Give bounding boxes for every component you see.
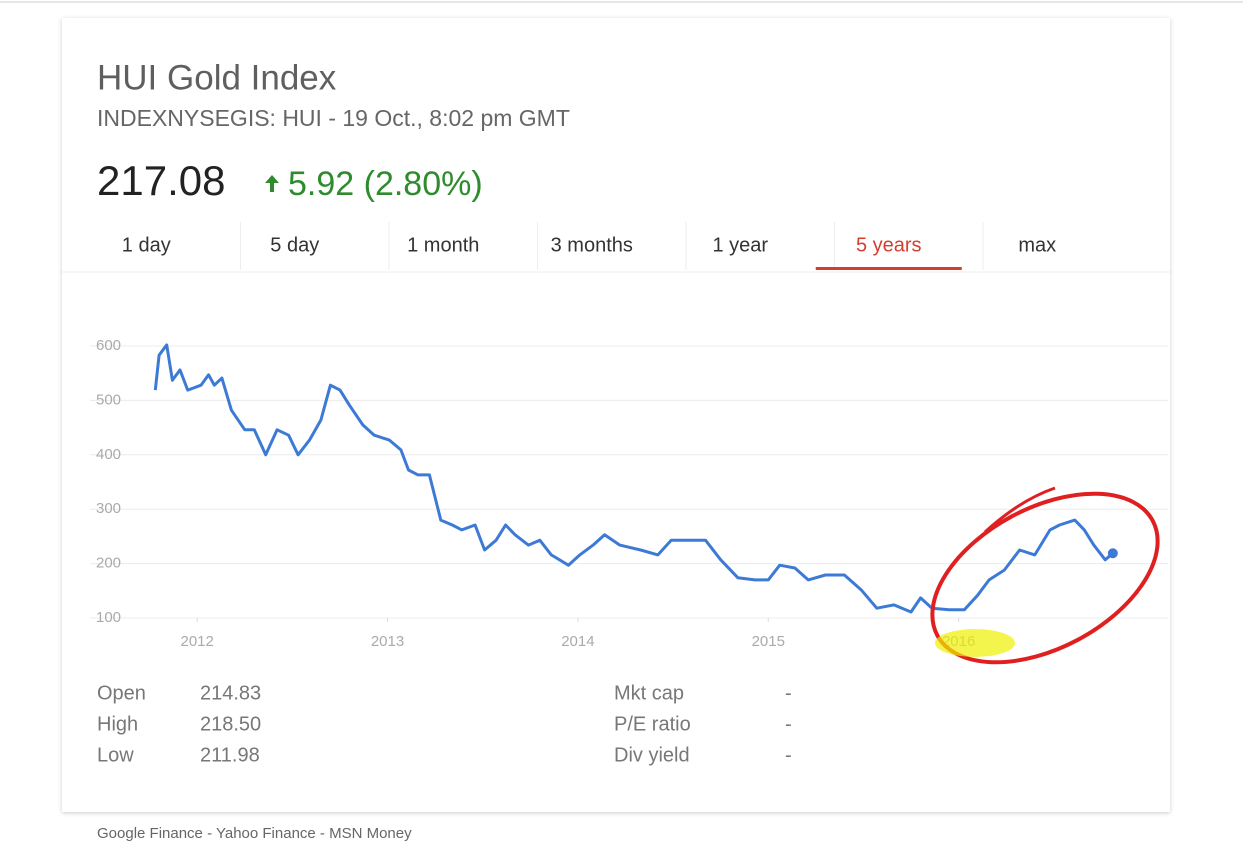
stats: Open 214.83 High 218.50 Low 211.98 Mkt cap - P/E… [97,682,792,766]
stat-label: Low [97,744,134,766]
x-tick-label: 2014 [561,633,594,650]
tab[interactable]: max [1018,234,1056,256]
tabs: 1 day 5 day 1 month 3 months 1 year 5 years ma… [122,222,1056,270]
x-tick-label: 2012 [180,633,213,650]
stat-value: 211.98 [200,744,260,766]
red-circle-annotation [930,491,1160,665]
price-line [153,343,1114,614]
tab[interactable]: 1 day [122,234,171,256]
subtitle: INDEXNYSEGIS: HUI - 19 Oct., 8:02 pm GMT [97,105,570,131]
x-tick-label: 2013 [371,633,404,650]
y-tick-label: 300 [96,500,121,517]
stat-label: Mkt cap [614,682,684,704]
change: 5.92 (2.80%) [288,165,483,203]
tab[interactable]: 5 day [270,234,319,256]
stat-label: High [97,713,138,735]
card [62,18,1170,812]
stat-value: 214.83 [200,682,261,704]
chart: 10020030040050060020122013201420152016 [90,337,1168,650]
tab[interactable]: 1 year [712,234,768,256]
y-tick-label: 100 [96,609,121,626]
stat-value: - [785,744,792,766]
red-stroke-annotation [983,486,1056,534]
tab[interactable]: 3 months [551,234,633,256]
y-tick-label: 500 [96,391,121,408]
stat-value: - [785,682,792,704]
stat-value: 218.50 [200,713,261,735]
tab[interactable]: 5 years [856,234,922,256]
stat-label: P/E ratio [614,713,691,735]
up-arrow [265,175,279,192]
highlight-annotation [935,629,1015,657]
stat-label: Div yield [614,744,690,766]
title: HUI Gold Index [97,58,337,97]
stat-label: Open [97,682,146,704]
y-tick-label: 600 [96,337,121,354]
y-tick-label: 400 [96,446,121,463]
x-tick-label: 2015 [752,633,785,650]
stat-value: - [785,713,792,735]
price: 217.08 [97,157,225,204]
tab[interactable]: 1 month [407,234,479,256]
last-point [1107,548,1118,559]
y-tick-label: 200 [96,555,121,572]
source-links: Google Finance - Yahoo Finance - MSN Mon… [97,825,412,842]
tab-underline [815,267,962,270]
